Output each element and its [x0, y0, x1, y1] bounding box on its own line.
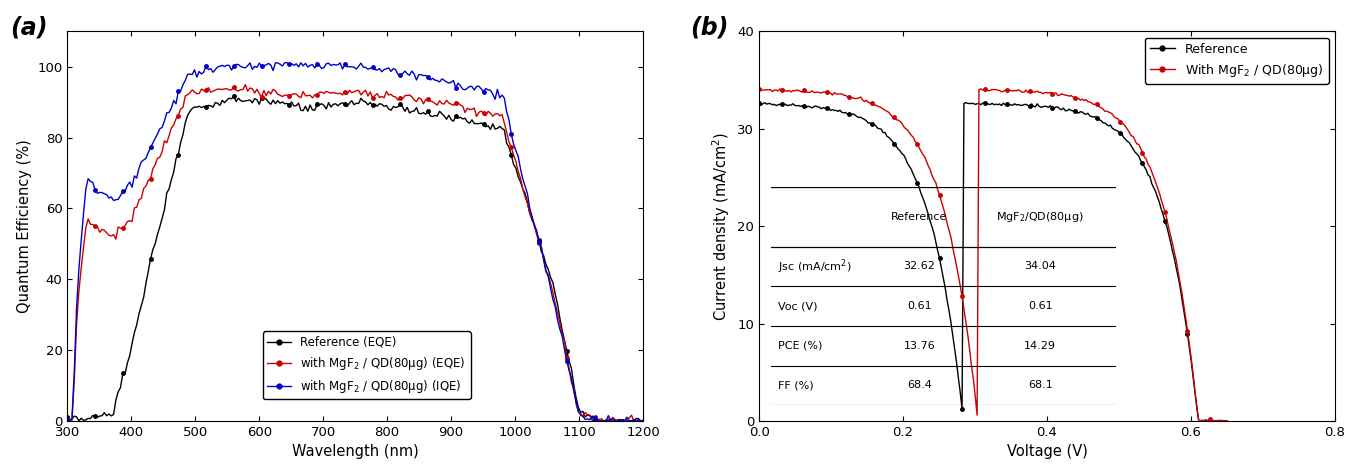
Text: (b): (b) [691, 16, 729, 40]
X-axis label: Wavelength (nm): Wavelength (nm) [291, 444, 418, 459]
Legend: Reference, With MgF$_2$ / QD(80μg): Reference, With MgF$_2$ / QD(80μg) [1145, 38, 1329, 84]
X-axis label: Voltage (V): Voltage (V) [1007, 444, 1087, 459]
Legend: Reference (EQE), with MgF$_2$ / QD(80μg) (EQE), with MgF$_2$ / QD(80μg) (IQE): Reference (EQE), with MgF$_2$ / QD(80μg)… [263, 331, 471, 399]
Y-axis label: Current density (mA/cm$^2$): Current density (mA/cm$^2$) [710, 131, 731, 321]
Text: (a): (a) [10, 16, 48, 40]
Y-axis label: Quantum Efficiency (%): Quantum Efficiency (%) [16, 139, 31, 313]
